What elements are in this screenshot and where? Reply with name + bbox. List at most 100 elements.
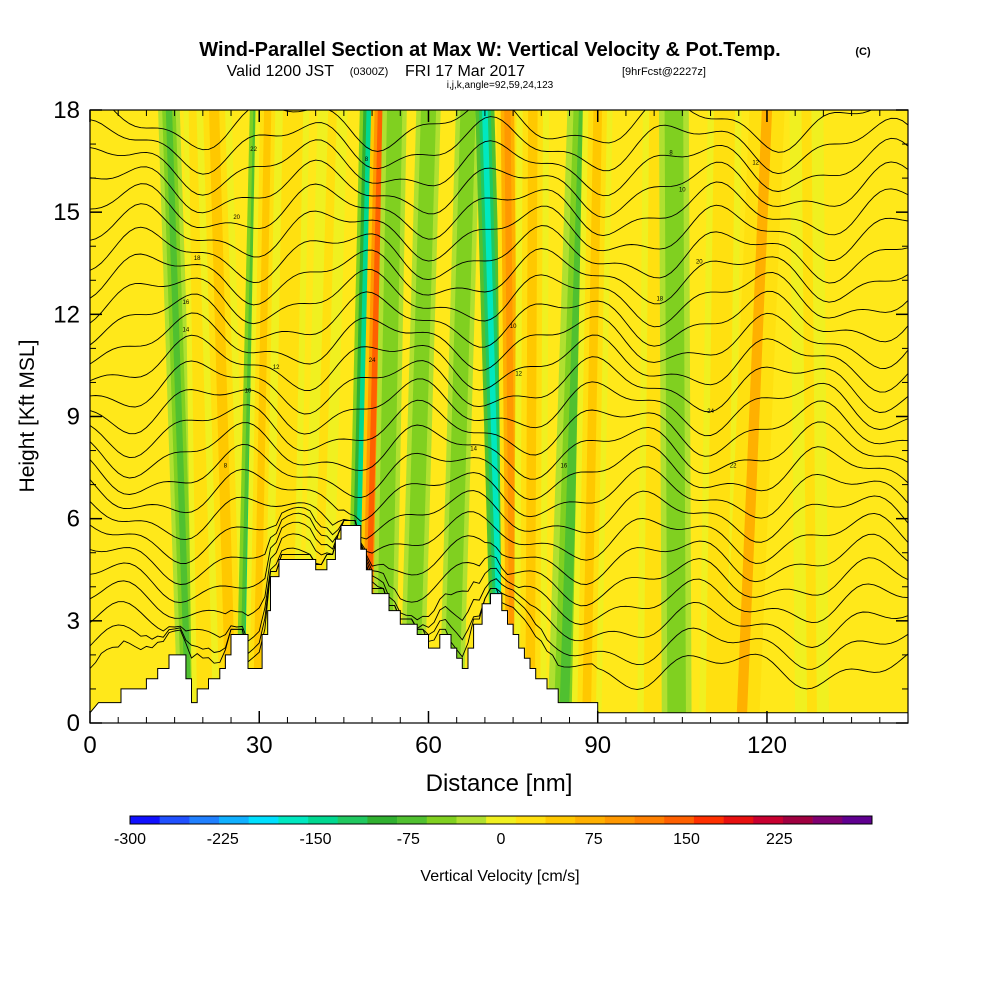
isentrope-line [90,181,908,240]
x-tick-label: 60 [415,732,442,759]
contour-label: 8 [365,157,369,163]
valid-time-prefix: Valid 1200 JST [227,63,335,80]
y-tick-label: 15 [53,199,80,226]
contour-label: 10 [510,324,517,330]
contour-label: 22 [730,464,737,470]
isentrope-line [90,443,908,500]
isentrope-line [90,399,908,459]
velocity-band-1-2 [193,110,210,723]
colorbar-swatch [189,816,220,824]
isentrope-line [90,248,908,306]
velocity-band-0-2 [165,110,192,723]
y-tick-label: 18 [53,97,80,124]
colorbar-swatch [515,816,546,824]
contour-label: 18 [194,256,201,262]
terrain-profile [90,525,908,723]
isentrope-line [90,356,908,415]
isentrope-line [90,519,908,670]
velocity-band-14-2 [525,110,538,723]
isentrope-line [90,490,908,543]
contour-label: 12 [515,372,522,378]
velocity-band-18-2 [669,110,681,723]
colorbar-swatch [308,816,339,824]
y-tick-label: 9 [67,404,80,431]
contour-label: 16 [561,464,568,470]
isentrope-line [90,421,908,480]
colorbar-tick-label: -300 [114,831,146,848]
colorbar-swatch [130,816,160,824]
colorbar-swatch [248,816,279,824]
grid-indices: i,j,k,angle=92,59,24,123 [447,80,554,91]
isentrope-line [90,268,908,328]
y-tick-label: 3 [67,608,80,635]
colorbar-swatch [782,816,813,824]
contour-label: 10 [679,188,686,194]
x-axis-label: Distance [nm] [426,770,573,797]
y-axis-label: Height [Kft MSL] [16,340,39,493]
velocity-band-9-2 [379,110,399,723]
isentrope-line [90,312,908,371]
colorbar-swatch [664,816,695,824]
colorbar-swatch [604,816,635,824]
contour-label: 14 [470,447,477,453]
velocity-band-11-2 [447,110,472,723]
velocity-band-12-2 [482,110,505,723]
colorbar-swatch [545,816,576,824]
y-tick-label: 6 [67,506,80,533]
contour-label: 20 [696,259,703,265]
isentrope-line [90,512,908,585]
colorbar-swatch [367,816,398,824]
colorbar-label: Vertical Velocity [cm/s] [420,868,579,885]
velocity-band-13-2 [504,110,517,723]
y-tick-label: 0 [67,710,80,737]
isentrope-line [90,137,908,197]
colorbar-tick-label: -225 [207,831,239,848]
colorbar-swatch [693,816,724,824]
contour-label: 18 [656,297,663,303]
colorbar-swatch [842,816,873,824]
contour-label: 20 [233,215,240,221]
velocity-band-4-2 [252,110,272,723]
isentrope-line [90,506,908,564]
colorbar-swatch [426,816,457,824]
isentrope-line [90,225,908,284]
colorbar: -300 -225 -150 -75 0 75 150 225 [114,815,873,848]
contour-label: 8 [224,464,228,470]
x-tick-label: 0 [83,732,96,759]
isentrope-line [112,110,873,153]
chart-title-unit: (C) [855,46,871,58]
isentrope-line [90,116,908,175]
forecast-info: [9hrFcst@2227z] [622,66,706,78]
isentrope-line [90,519,908,607]
velocity-band-10-2 [408,110,432,723]
isentrope-line [90,519,908,625]
colorbar-swatch [753,816,784,824]
colorbar-tick-label: 225 [766,831,793,848]
colorbar-swatch [219,816,250,824]
contour-label: 16 [183,300,190,306]
x-tick-label: 30 [246,732,273,759]
colorbar-swatch [575,816,606,824]
isentrope-line [90,159,908,218]
colorbar-swatch [812,816,843,824]
isentrope-line [90,519,908,648]
colorbar-tick-label: -75 [397,831,420,848]
colorbar-frame [129,815,873,825]
colorbar-tick-label: 150 [673,831,700,848]
axes: 0 30 60 90 120 0 3 6 9 12 15 18 [53,97,908,759]
colorbar-tick-label: -150 [299,831,331,848]
x-tick-label: 120 [747,732,787,759]
velocity-band-21-2 [801,110,817,723]
velocity-band-20-2 [736,110,773,723]
contour-label: 24 [369,358,376,364]
valid-date: FRI 17 Mar 2017 [405,63,525,80]
colorbar-swatch [337,816,368,824]
y-tick-label: 12 [53,301,80,328]
contour-label: 22 [250,147,257,153]
valid-time-utc: (0300Z) [350,66,389,78]
isentrope-line [90,466,908,522]
contour-label: 8 [669,150,673,156]
x-tick-label: 90 [584,732,611,759]
isentrope-line [90,203,908,262]
